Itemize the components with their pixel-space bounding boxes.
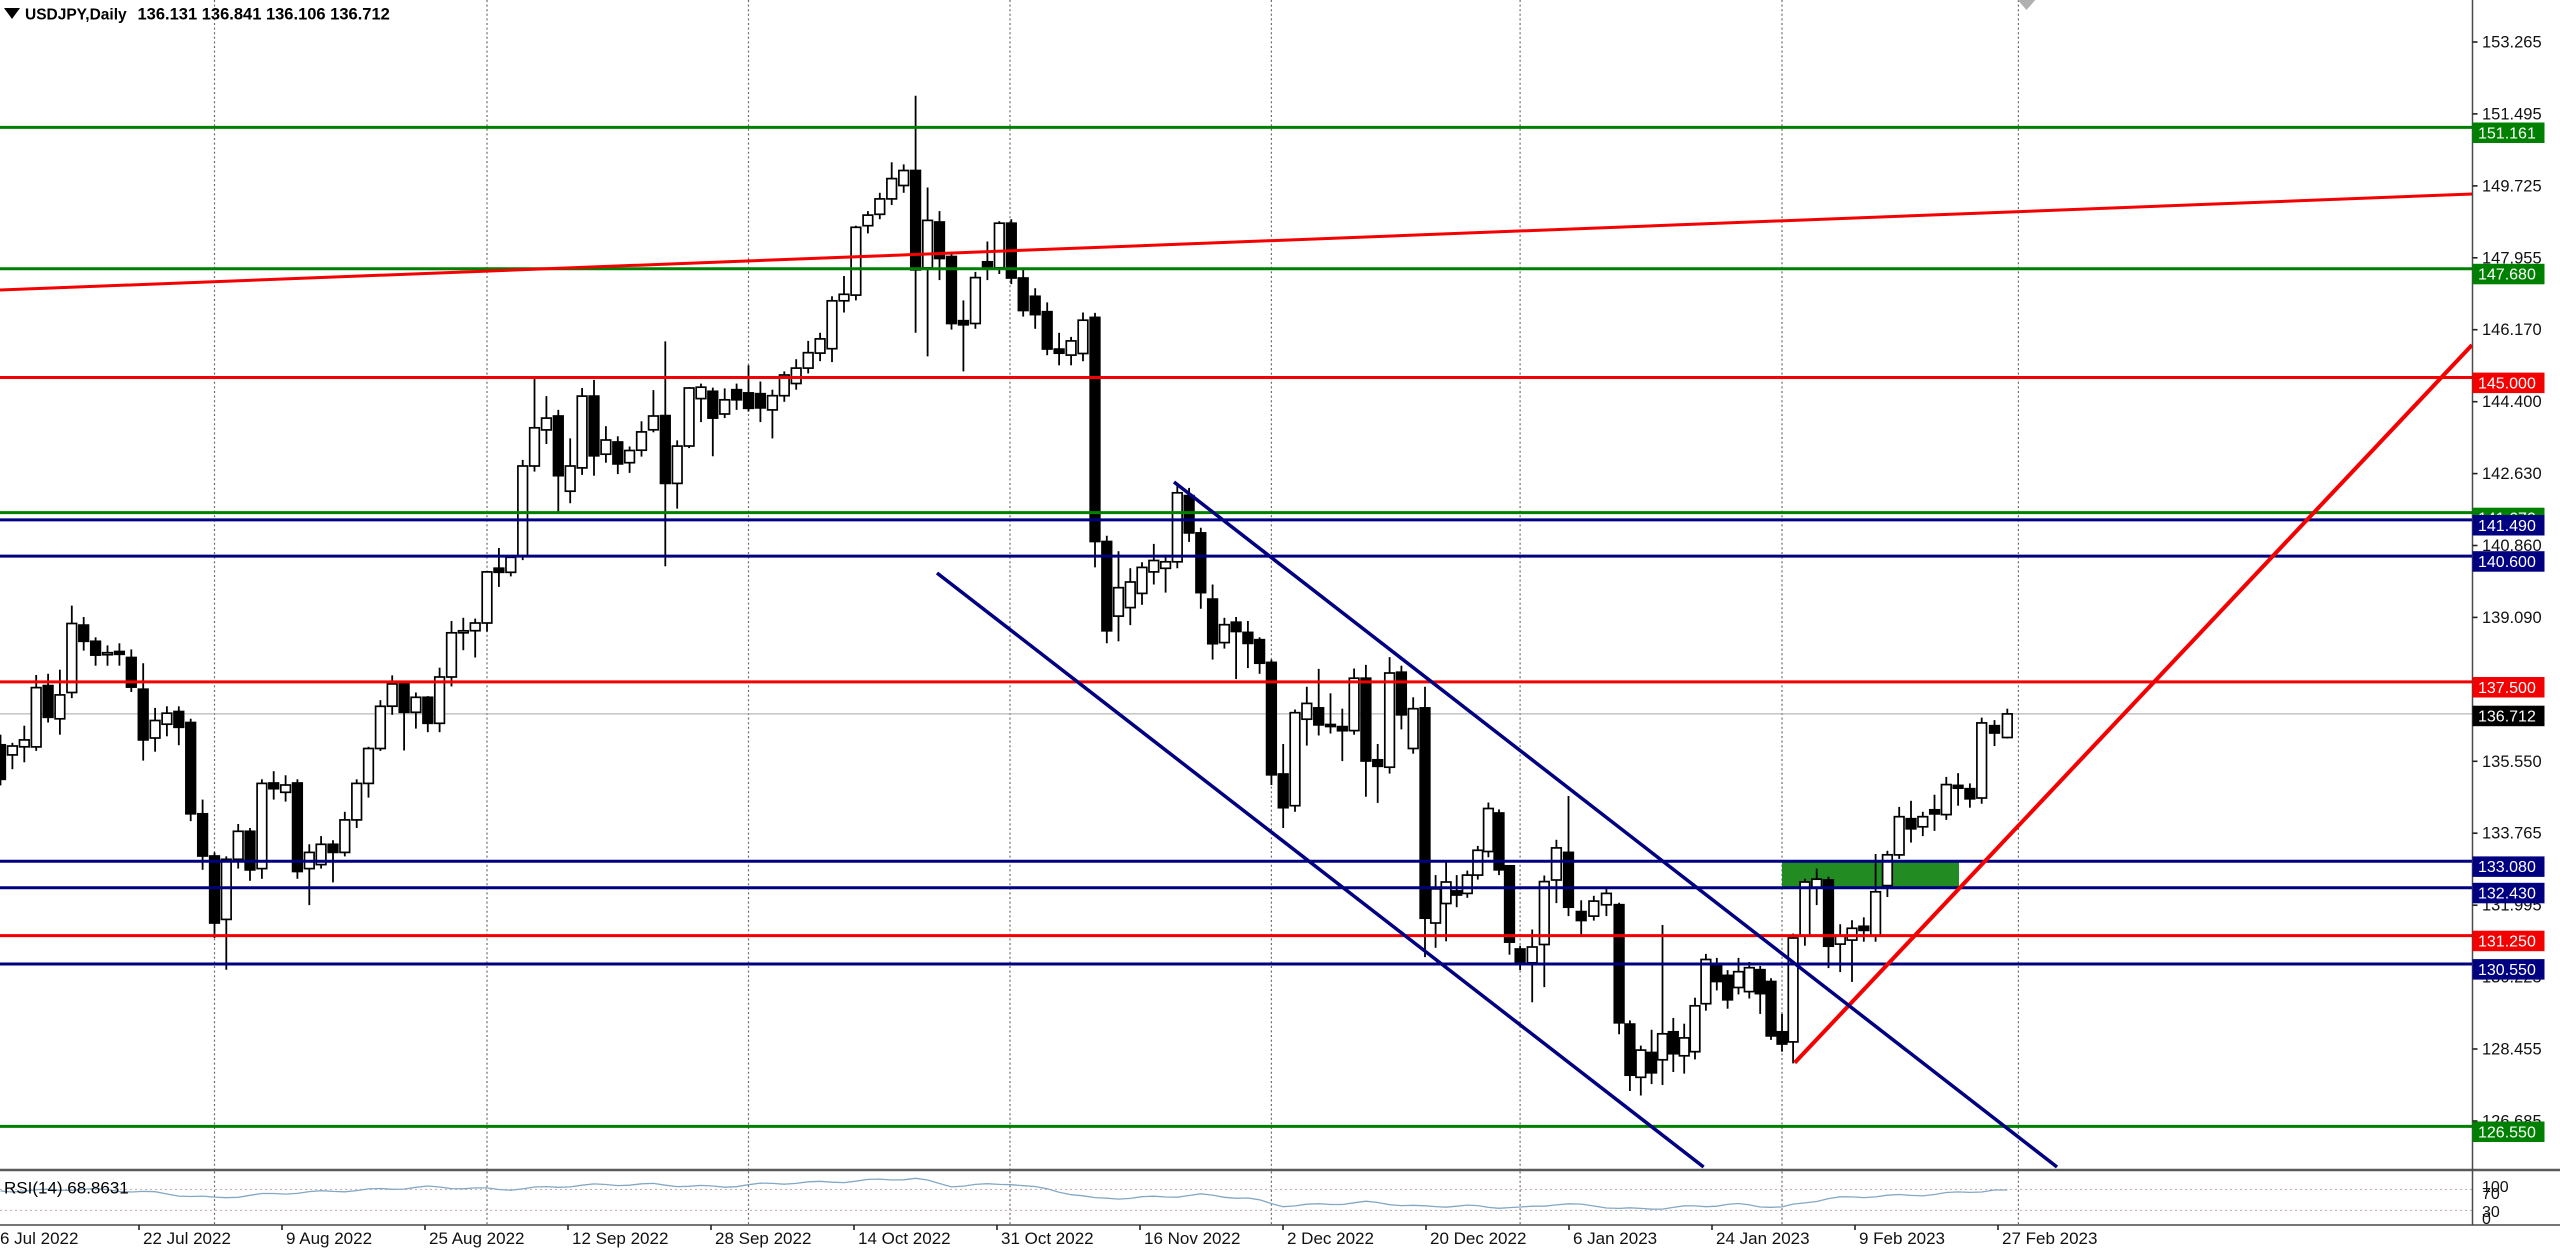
svg-text:145.000: 145.000 xyxy=(2478,375,2536,392)
svg-text:RSI(14) 68.8631: RSI(14) 68.8631 xyxy=(4,1179,129,1198)
svg-text:6 Jul 2022: 6 Jul 2022 xyxy=(0,1229,78,1248)
svg-text:22 Jul 2022: 22 Jul 2022 xyxy=(143,1229,231,1248)
svg-text:144.400: 144.400 xyxy=(2482,393,2542,411)
svg-text:12 Sep 2022: 12 Sep 2022 xyxy=(572,1229,668,1248)
svg-text:146.170: 146.170 xyxy=(2482,321,2542,339)
svg-text:6 Jan 2023: 6 Jan 2023 xyxy=(1573,1229,1657,1248)
svg-text:137.500: 137.500 xyxy=(2478,680,2536,697)
svg-text:2 Dec 2022: 2 Dec 2022 xyxy=(1287,1229,1374,1248)
svg-text:14 Oct 2022: 14 Oct 2022 xyxy=(858,1229,951,1248)
svg-text:151.495: 151.495 xyxy=(2482,105,2542,123)
svg-text:USDJPY,Daily: USDJPY,Daily xyxy=(25,7,127,24)
svg-text:70: 70 xyxy=(2482,1186,2500,1203)
svg-text:141.490: 141.490 xyxy=(2478,518,2536,535)
svg-text:142.630: 142.630 xyxy=(2482,465,2542,483)
svg-text:25 Aug 2022: 25 Aug 2022 xyxy=(429,1229,524,1248)
svg-text:133.080: 133.080 xyxy=(2478,859,2536,876)
svg-text:136.712: 136.712 xyxy=(2478,709,2536,726)
svg-text:130.550: 130.550 xyxy=(2478,962,2536,979)
svg-text:135.550: 135.550 xyxy=(2482,753,2542,771)
svg-text:128.455: 128.455 xyxy=(2482,1041,2542,1059)
svg-text:140.600: 140.600 xyxy=(2478,554,2536,571)
svg-text:151.161: 151.161 xyxy=(2478,125,2536,142)
svg-text:30: 30 xyxy=(2482,1204,2500,1221)
svg-text:20 Dec 2022: 20 Dec 2022 xyxy=(1430,1229,1526,1248)
svg-text:9 Aug 2022: 9 Aug 2022 xyxy=(286,1229,372,1248)
svg-text:131.250: 131.250 xyxy=(2478,934,2536,951)
svg-text:0: 0 xyxy=(2482,1211,2491,1228)
svg-text:31 Oct 2022: 31 Oct 2022 xyxy=(1001,1229,1094,1248)
svg-text:132.430: 132.430 xyxy=(2478,886,2536,903)
svg-text:24 Jan 2023: 24 Jan 2023 xyxy=(1716,1229,1810,1248)
svg-text:147.680: 147.680 xyxy=(2478,267,2536,284)
svg-text:100: 100 xyxy=(2482,1179,2509,1196)
svg-text:136.131 136.841 136.106 136.71: 136.131 136.841 136.106 136.712 xyxy=(138,6,390,24)
svg-text:133.765: 133.765 xyxy=(2482,825,2542,843)
svg-text:153.265: 153.265 xyxy=(2482,34,2542,52)
svg-text:9 Feb 2023: 9 Feb 2023 xyxy=(1859,1229,1945,1248)
svg-text:147.955: 147.955 xyxy=(2482,249,2542,267)
svg-text:28 Sep 2022: 28 Sep 2022 xyxy=(715,1229,811,1248)
svg-text:27 Feb 2023: 27 Feb 2023 xyxy=(2002,1229,2097,1248)
svg-text:140.860: 140.860 xyxy=(2482,537,2542,555)
svg-text:139.090: 139.090 xyxy=(2482,609,2542,627)
svg-text:16 Nov 2022: 16 Nov 2022 xyxy=(1144,1229,1240,1248)
svg-text:149.725: 149.725 xyxy=(2482,177,2542,195)
svg-text:126.550: 126.550 xyxy=(2478,1124,2536,1141)
